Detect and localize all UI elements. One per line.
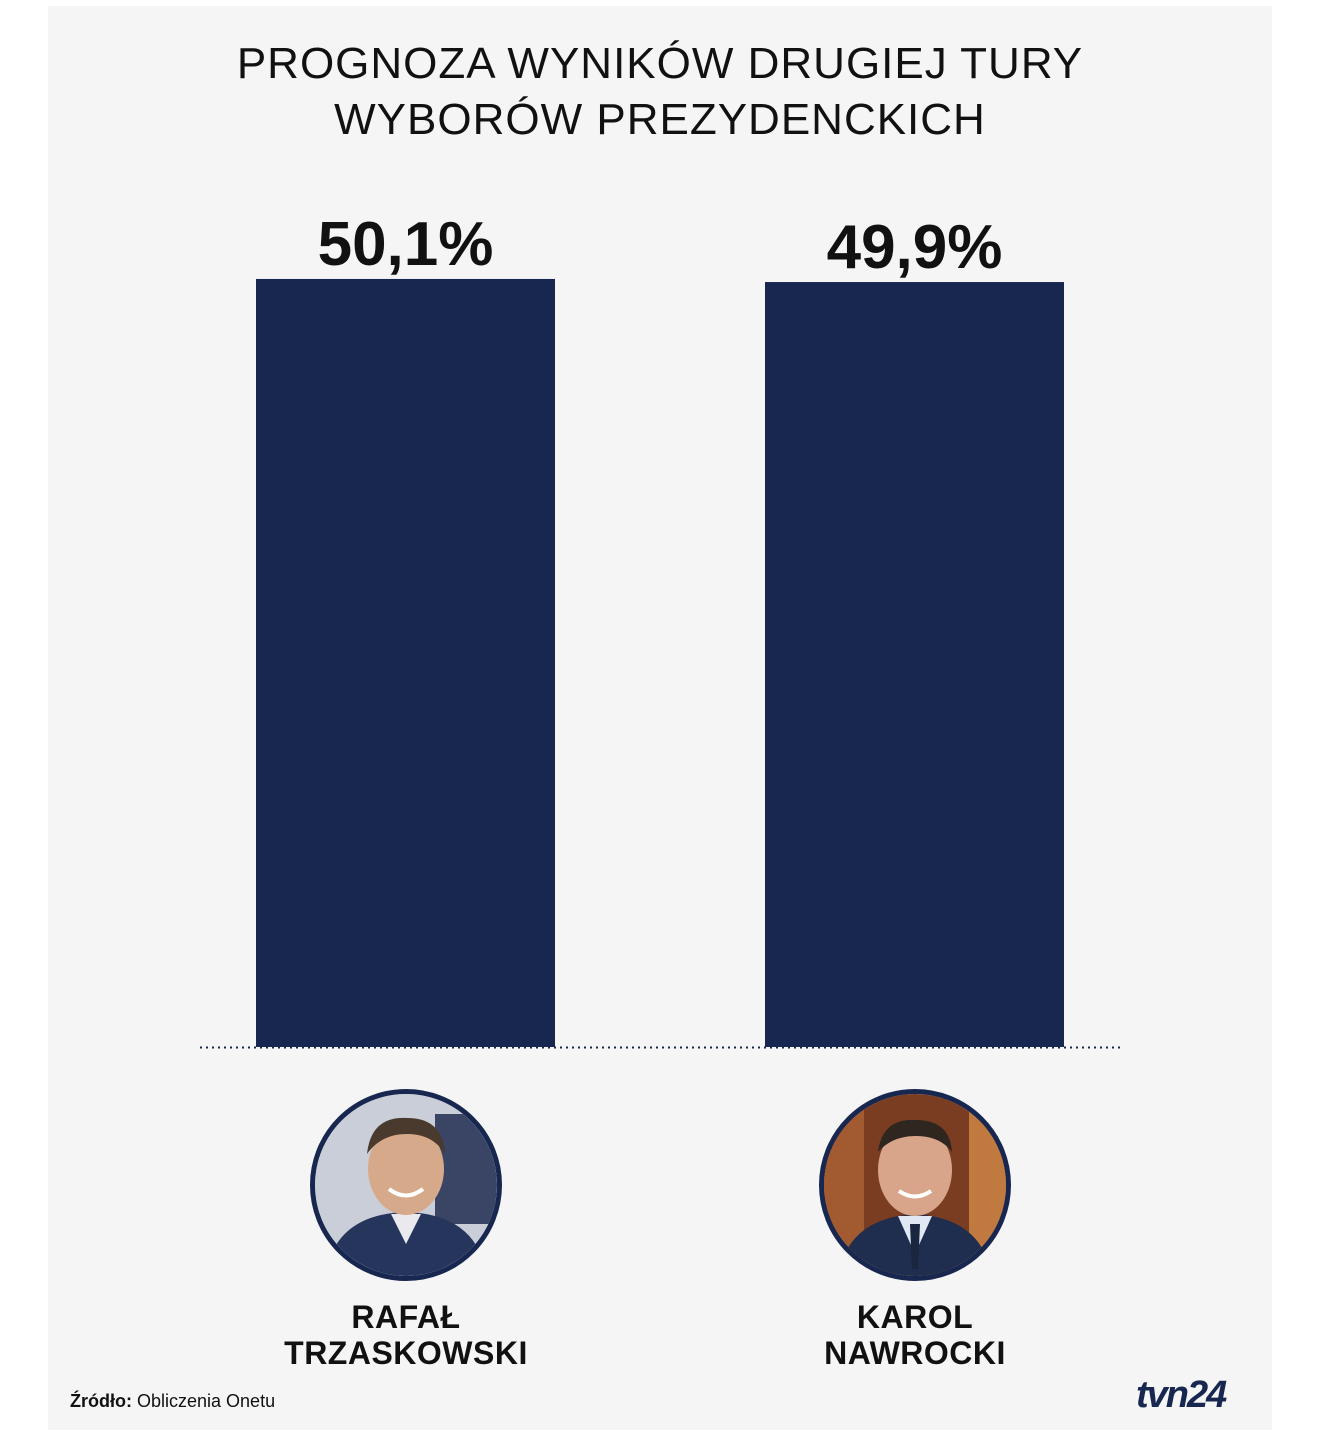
candidate-photo-nawrocki <box>819 1089 1011 1281</box>
source-note: Źródło: Obliczenia Onetu <box>70 1391 275 1412</box>
bar-2 <box>765 282 1064 1048</box>
candidate-first-name: KAROL <box>856 1299 974 1335</box>
bar-chart: 50,1% 49,9% <box>200 210 1120 1049</box>
bar-value-label-2: 49,9% <box>827 213 1003 282</box>
bar-1 <box>256 278 555 1047</box>
candidate-last-name: NAWROCKI <box>824 1335 1006 1371</box>
candidate-first-name: RAFAŁ <box>351 1299 461 1335</box>
chart-title-line-2: WYBORÓW PREZYDENCKICH <box>334 95 986 144</box>
candidate-last-name: TRZASKOWSKI <box>284 1335 528 1371</box>
bar-value-label-1: 50,1% <box>318 210 494 279</box>
infographic-card: PROGNOZA WYNIKÓW DRUGIEJ TURY WYBORÓW PR… <box>48 6 1272 1430</box>
source-label: Źródło: <box>70 1391 132 1411</box>
candidate-name-trzaskowski: RAFAŁ TRZASKOWSKI <box>206 1299 606 1371</box>
tvn24-logo: tvn24 <box>1136 1374 1227 1416</box>
chart-title-line-1: PROGNOZA WYNIKÓW DRUGIEJ TURY <box>236 39 1084 88</box>
candidate-photo-trzaskowski <box>310 1089 502 1281</box>
candidate-name-nawrocki: KAROL NAWROCKI <box>715 1299 1115 1371</box>
chart-title: PROGNOZA WYNIKÓW DRUGIEJ TURY WYBORÓW PR… <box>48 36 1272 148</box>
source-text: Obliczenia Onetu <box>137 1391 276 1411</box>
